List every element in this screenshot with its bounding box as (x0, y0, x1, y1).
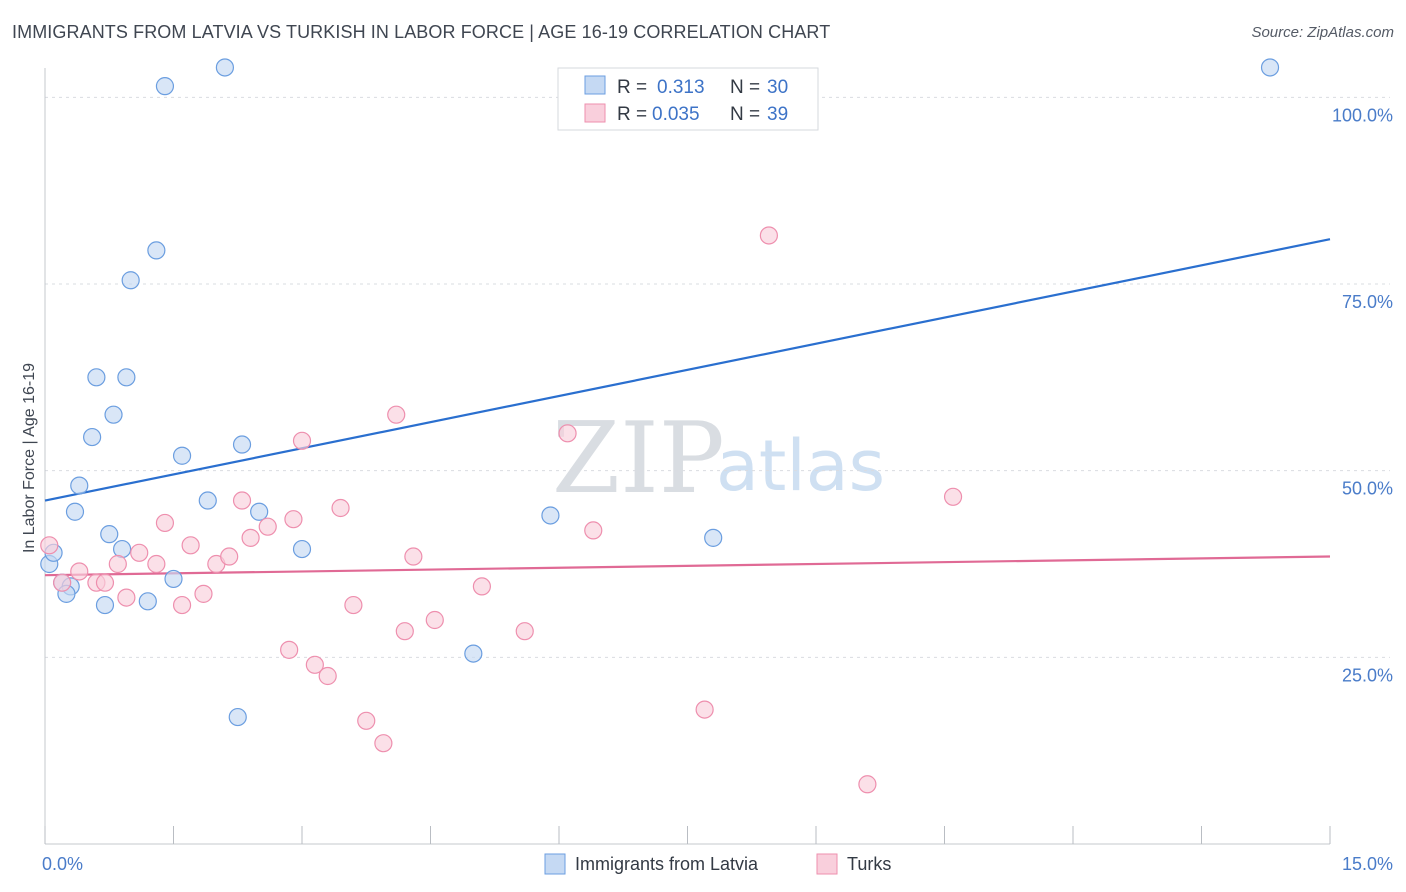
y-tick-label-3: 25.0% (1342, 665, 1393, 685)
legend-swatch-latvia (584, 75, 606, 95)
point-latvia-11 (104, 405, 123, 424)
point-turks-17 (258, 517, 277, 536)
series-legend: Immigrants from Latvia Turks (544, 853, 891, 875)
point-latvia-7 (83, 427, 102, 447)
watermark-zip: ZIP (552, 402, 725, 516)
point-turks-4 (95, 573, 115, 592)
watermark: ZIP atlas (552, 402, 885, 516)
point-turks-22 (318, 666, 337, 686)
point-latvia-22 (228, 707, 247, 727)
point-latvia-14 (121, 271, 140, 290)
point-turks-30 (425, 610, 444, 630)
data-points (40, 58, 1280, 794)
series-legend-label-latvia: Immigrants from Latvia (575, 854, 759, 874)
legend-r-label-turks: R = (617, 104, 647, 125)
point-turks-25 (357, 711, 376, 730)
point-turks-35 (695, 700, 714, 719)
point-latvia-21 (215, 58, 234, 77)
trend-line-latvia (44, 238, 1331, 502)
point-latvia-19 (172, 446, 192, 465)
point-latvia-20 (198, 491, 217, 510)
point-turks-6 (117, 588, 136, 607)
point-turks-10 (172, 595, 192, 615)
point-turks-7 (130, 543, 149, 562)
point-turks-9 (155, 513, 175, 533)
point-latvia-23 (232, 435, 252, 454)
point-latvia-26 (464, 644, 483, 663)
legend: R = 0.313 N = 30 R = 0.035 N = 39 (557, 67, 819, 131)
legend-n-label-turks: N = (730, 104, 760, 125)
y-tick-label-2: 50.0% (1342, 479, 1393, 499)
point-turks-1 (53, 573, 72, 592)
point-latvia-18 (164, 569, 183, 589)
point-turks-28 (395, 622, 414, 641)
point-turks-34 (584, 521, 603, 540)
x-tick-label-1: 15.0% (1342, 854, 1393, 874)
point-turks-2 (70, 562, 89, 581)
point-turks-19 (284, 510, 303, 529)
y-tick-label-0: 100.0% (1332, 105, 1393, 125)
y-axis-label: In Labor Force | Age 16-19 (21, 363, 38, 553)
watermark-atlas: atlas (716, 425, 885, 507)
point-latvia-28 (704, 528, 723, 547)
y-tick-labels: 100.0% 75.0% 50.0% 25.0% (1332, 105, 1393, 685)
legend-swatch-turks (584, 103, 606, 123)
trend-lines (44, 238, 1331, 577)
point-turks-38 (943, 487, 963, 506)
legend-r-label-latvia: R = (617, 77, 647, 98)
trend-line-turks (44, 555, 1331, 577)
point-latvia-17 (155, 77, 175, 96)
point-turks-11 (181, 536, 200, 555)
point-latvia-9 (95, 595, 115, 615)
point-latvia-13 (117, 368, 136, 387)
point-latvia-12 (112, 539, 132, 559)
series-legend-swatch-latvia (544, 853, 566, 875)
axes (44, 68, 1331, 845)
point-turks-0 (40, 536, 59, 555)
point-turks-27 (387, 405, 406, 424)
point-turks-37 (858, 775, 877, 794)
legend-n-value-latvia: 30 (767, 77, 788, 98)
point-turks-33 (558, 424, 577, 443)
legend-r-value-turks: 0.035 (652, 104, 700, 125)
point-turks-32 (515, 622, 534, 641)
point-turks-18 (280, 640, 299, 659)
source-credit: Source: ZipAtlas.com (1251, 24, 1394, 41)
point-turks-31 (472, 577, 491, 596)
point-turks-16 (241, 528, 260, 547)
point-latvia-24 (250, 502, 269, 521)
point-turks-8 (147, 554, 166, 574)
point-turks-15 (232, 491, 252, 510)
point-turks-24 (344, 595, 363, 615)
point-latvia-10 (100, 525, 119, 544)
x-tick-labels: 0.0% 15.0% (42, 854, 1393, 874)
legend-r-value-latvia: 0.313 (657, 77, 705, 98)
point-turks-14 (220, 547, 239, 566)
point-turks-36 (759, 226, 778, 245)
point-latvia-29 (1260, 58, 1280, 77)
point-latvia-16 (147, 241, 166, 260)
x-tick-label-0: 0.0% (42, 854, 83, 874)
legend-n-label-latvia: N = (730, 77, 760, 98)
point-turks-20 (292, 431, 312, 450)
point-latvia-15 (138, 592, 157, 611)
point-turks-12 (194, 584, 213, 603)
legend-n-value-turks: 39 (767, 104, 788, 125)
point-latvia-27 (541, 506, 560, 525)
series-legend-swatch-turks (816, 853, 838, 875)
point-turks-29 (404, 547, 423, 566)
chart-title: IMMIGRANTS FROM LATVIA VS TURKISH IN LAB… (12, 22, 831, 42)
point-turks-23 (331, 498, 350, 518)
point-latvia-25 (292, 539, 312, 559)
point-latvia-6 (70, 476, 89, 495)
point-turks-26 (374, 734, 393, 753)
point-latvia-5 (65, 502, 85, 521)
point-turks-5 (108, 554, 127, 574)
series-legend-label-turks: Turks (847, 854, 891, 874)
point-latvia-8 (87, 368, 106, 387)
point-turks-21 (305, 655, 324, 674)
y-tick-label-1: 75.0% (1342, 292, 1393, 312)
